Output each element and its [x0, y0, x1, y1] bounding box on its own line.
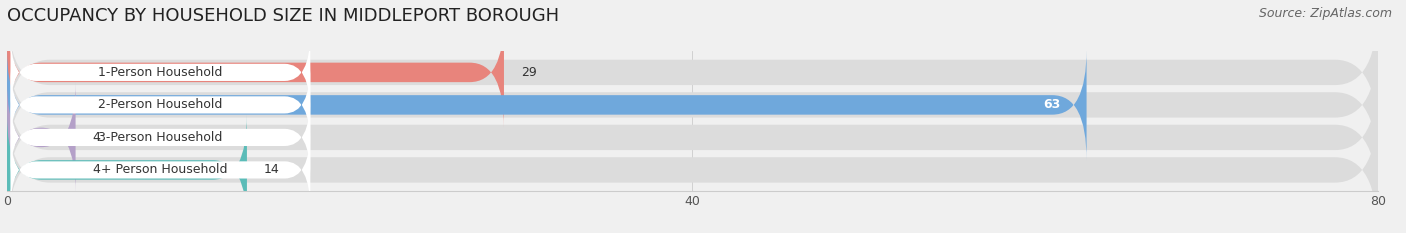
Text: 14: 14 — [264, 163, 280, 176]
FancyBboxPatch shape — [7, 36, 1378, 174]
FancyBboxPatch shape — [7, 50, 1087, 160]
Text: 2-Person Household: 2-Person Household — [98, 98, 222, 111]
FancyBboxPatch shape — [7, 4, 1378, 141]
FancyBboxPatch shape — [7, 82, 76, 193]
FancyBboxPatch shape — [7, 17, 503, 128]
Text: 4: 4 — [93, 131, 101, 144]
Text: 4+ Person Household: 4+ Person Household — [93, 163, 228, 176]
FancyBboxPatch shape — [10, 97, 311, 178]
Text: OCCUPANCY BY HOUSEHOLD SIZE IN MIDDLEPORT BOROUGH: OCCUPANCY BY HOUSEHOLD SIZE IN MIDDLEPOR… — [7, 7, 560, 25]
FancyBboxPatch shape — [10, 65, 311, 145]
FancyBboxPatch shape — [7, 101, 1378, 233]
Text: Source: ZipAtlas.com: Source: ZipAtlas.com — [1258, 7, 1392, 20]
FancyBboxPatch shape — [10, 32, 311, 113]
Text: 3-Person Household: 3-Person Household — [98, 131, 222, 144]
FancyBboxPatch shape — [7, 69, 1378, 206]
Text: 1-Person Household: 1-Person Household — [98, 66, 222, 79]
Text: 29: 29 — [522, 66, 537, 79]
FancyBboxPatch shape — [10, 130, 311, 210]
FancyBboxPatch shape — [7, 115, 247, 225]
Text: 63: 63 — [1043, 98, 1062, 111]
